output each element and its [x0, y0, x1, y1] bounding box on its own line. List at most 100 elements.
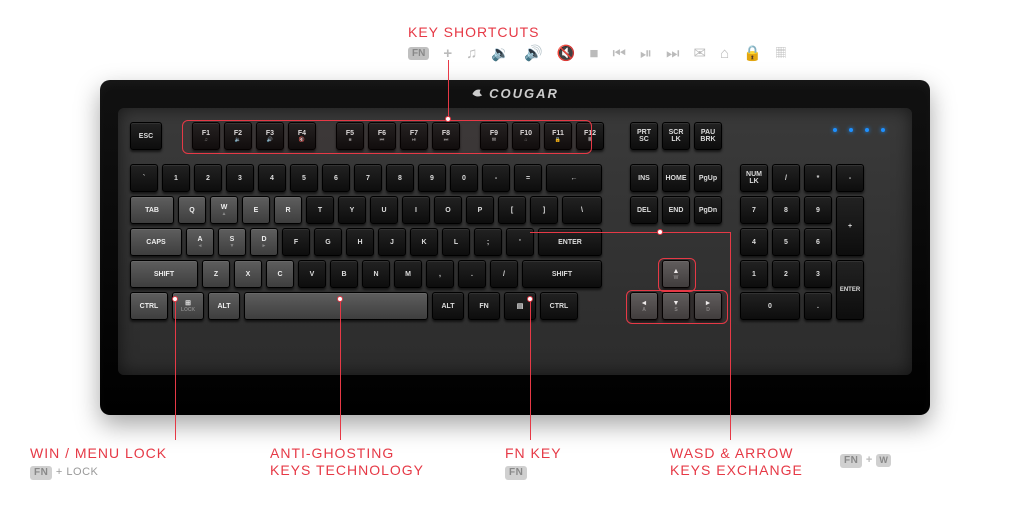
key-end: END	[662, 196, 690, 224]
key-6: 6	[804, 228, 832, 256]
shortcut-icon: ✉	[694, 45, 707, 62]
annotation-title2: KEYS TECHNOLOGY	[270, 462, 424, 478]
brand-label: COUGAR	[100, 86, 930, 101]
key--: -	[482, 164, 510, 192]
key-h: H	[346, 228, 374, 256]
key-2: 2	[194, 164, 222, 192]
key-f9: F9✉	[480, 122, 508, 150]
key-b: B	[330, 260, 358, 288]
key-/: /	[772, 164, 800, 192]
key-1: 1	[740, 260, 768, 288]
key-0: 0	[450, 164, 478, 192]
key-▼: ▼S	[662, 292, 690, 320]
shortcut-icon: ⏯	[640, 45, 652, 62]
key-r: R	[274, 196, 302, 224]
shortcut-icon: 🔉	[491, 45, 510, 62]
key-del: DEL	[630, 196, 658, 224]
key-fn: FN	[468, 292, 500, 320]
key-f1: F1♫	[192, 122, 220, 150]
shortcut-icon: 🔒	[743, 45, 762, 62]
line-winlock	[175, 300, 176, 440]
key-*: *	[804, 164, 832, 192]
key-f11: F11🔒	[544, 122, 572, 150]
key-[: [	[498, 196, 526, 224]
line-fn	[530, 300, 531, 440]
key-tab: TAB	[130, 196, 174, 224]
key-►: ►D	[694, 292, 722, 320]
key-f: F	[282, 228, 310, 256]
key-w: W▲	[210, 196, 238, 224]
key-2: 2	[772, 260, 800, 288]
key-j: J	[378, 228, 406, 256]
fn-badge: FN	[408, 47, 429, 60]
key-numpad-plus: +	[836, 196, 864, 256]
key-9: 9	[804, 196, 832, 224]
line-top	[448, 60, 449, 120]
key-3: 3	[226, 164, 254, 192]
annotation-win-lock: WIN / MENU LOCK FN + LOCK	[30, 445, 167, 480]
key-pgup: PgUp	[694, 164, 722, 192]
key-ctrl: CTRL	[540, 292, 578, 320]
key-v: V	[298, 260, 326, 288]
key-f10: F10⌂	[512, 122, 540, 150]
key-.: .	[458, 260, 486, 288]
key-7: 7	[740, 196, 768, 224]
key-ctrl: CTRL	[130, 292, 168, 320]
key-.: .	[804, 292, 832, 320]
key-f4: F4🔇	[288, 122, 316, 150]
annotation-title: KEY SHORTCUTS	[408, 24, 540, 40]
plus-icon: +	[443, 45, 452, 62]
shortcut-icon: 🔊	[524, 45, 543, 62]
key-8: 8	[386, 164, 414, 192]
key-space	[244, 292, 428, 320]
key-9: 9	[418, 164, 446, 192]
dot-ghost	[337, 296, 343, 302]
key-shift: SHIFT	[130, 260, 198, 288]
key-alt: ALT	[208, 292, 240, 320]
key-n: N	[362, 260, 390, 288]
key-c: C	[266, 260, 294, 288]
key-k: K	[410, 228, 438, 256]
annotation-key-shortcuts: KEY SHORTCUTS	[408, 24, 540, 41]
key-4: 4	[740, 228, 768, 256]
key-caps: CAPS	[130, 228, 182, 256]
dot-top	[445, 116, 451, 122]
dot-wasd	[657, 229, 663, 235]
key-5: 5	[290, 164, 318, 192]
key-p: P	[466, 196, 494, 224]
key-alt: ALT	[432, 292, 464, 320]
keyboard: COUGAR ESCF1♫F2🔉F3🔊F4🔇F5■F6⏮F7⏯F8⏭F9✉F10…	[100, 80, 930, 415]
key-y: Y	[338, 196, 366, 224]
key-0: 0	[740, 292, 800, 320]
annotation-title: WASD & ARROW	[670, 445, 794, 461]
annotation-fn-key: FN KEY FN	[505, 445, 562, 480]
key-f6: F6⏮	[368, 122, 396, 150]
line-fn-h	[530, 232, 660, 233]
key-q: Q	[178, 196, 206, 224]
shortcut-icon: 🔇	[557, 45, 576, 62]
key-x: X	[234, 260, 262, 288]
key-a: A◄	[186, 228, 214, 256]
shortcut-icon: ■	[589, 45, 598, 62]
key-6: 6	[322, 164, 350, 192]
key-\: \	[562, 196, 602, 224]
key-=: =	[514, 164, 542, 192]
key-m: M	[394, 260, 422, 288]
annotation-title: FN KEY	[505, 445, 562, 461]
key-,: ,	[426, 260, 454, 288]
dot-fn	[527, 296, 533, 302]
shortcut-icon: ♫	[466, 45, 477, 62]
key-8: 8	[772, 196, 800, 224]
key-z: Z	[202, 260, 230, 288]
key-t: T	[306, 196, 334, 224]
key-home: HOME	[662, 164, 690, 192]
annotation-title: WIN / MENU LOCK	[30, 445, 167, 461]
shortcut-icon: ⏮	[612, 45, 626, 62]
key-f8: F8⏭	[432, 122, 460, 150]
annotation-title2: KEYS EXCHANGE	[670, 462, 803, 478]
line-wasd-h	[660, 232, 730, 233]
key-d: D►	[250, 228, 278, 256]
key-shift: SHIFT	[522, 260, 602, 288]
shortcut-icon-row: FN + ♫🔉🔊🔇■⏮⏯⏭✉⌂🔒𝄜	[408, 44, 800, 62]
shortcut-icon: ⌂	[720, 45, 729, 62]
